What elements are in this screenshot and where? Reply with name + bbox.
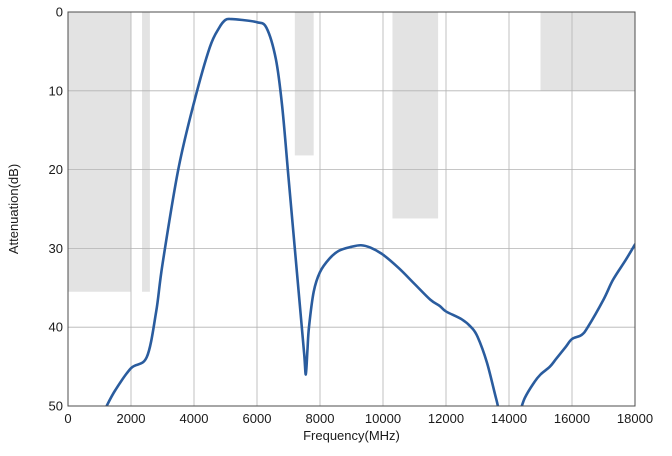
plot-frame [67, 11, 636, 407]
x-tick-label: 14000 [491, 411, 527, 426]
y-tick-label: 0 [56, 5, 63, 20]
y-tick-label: 30 [49, 241, 63, 256]
x-tick-label: 0 [64, 411, 71, 426]
x-tick-label: 2000 [117, 411, 146, 426]
spec-mask-regions [68, 12, 635, 292]
mask-region-4 [540, 12, 635, 91]
x-tick-label: 16000 [554, 411, 590, 426]
x-tick-labels: 0 2000 4000 6000 8000 10000 12000 14000 16000 180… [64, 411, 653, 426]
x-tick-label: 6000 [243, 411, 272, 426]
x-axis-title: Frequency(MHz) [303, 428, 400, 443]
series-line-0 [105, 17, 635, 406]
x-tick-label: 10000 [365, 411, 401, 426]
grid-lines [68, 12, 635, 406]
mask-region-3 [392, 12, 439, 219]
series-lines [105, 17, 635, 406]
y-tick-label: 40 [49, 320, 63, 335]
y-tick-labels: 0 10 20 30 40 50 [49, 5, 63, 414]
y-tick-label: 10 [49, 83, 63, 98]
x-tick-label: 12000 [428, 411, 464, 426]
y-axis-title: Attenuation(dB) [6, 164, 21, 254]
y-tick-label: 50 [49, 399, 63, 414]
x-tick-label: 4000 [180, 411, 209, 426]
x-tick-label: 18000 [617, 411, 653, 426]
mask-region-1 [142, 12, 150, 292]
mask-region-2 [294, 12, 314, 156]
x-tick-label: 8000 [306, 411, 335, 426]
y-tick-label: 20 [49, 162, 63, 177]
mask-region-0 [68, 12, 131, 292]
